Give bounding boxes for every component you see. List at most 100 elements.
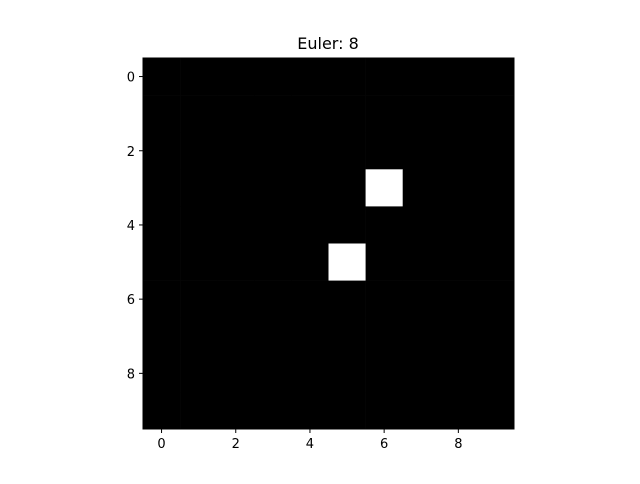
- chart-title: Euler: 8: [297, 34, 359, 53]
- heatmap-cell-r7-c3: [254, 317, 292, 356]
- heatmap-cell-r6-c0: [143, 280, 181, 318]
- heatmap-cell-r8-c7: [402, 354, 441, 393]
- heatmap-cell-r0-c2: [217, 58, 255, 96]
- heatmap-cell-r2-c1: [180, 132, 218, 170]
- heatmap-cell-r6-c1: [180, 280, 218, 318]
- heatmap-cell-r1-c4: [291, 95, 329, 133]
- heatmap-cell-r6-c8: [439, 280, 478, 318]
- heatmap-cell-r3-c6: [365, 169, 403, 207]
- heatmap-cell-r5-c9: [476, 243, 515, 281]
- heatmap-cell-r5-c4: [291, 243, 329, 281]
- x-tick-label-0: 0: [157, 437, 165, 452]
- x-tick-label-3: 6: [380, 437, 388, 452]
- heatmap-cell-r7-c9: [476, 317, 515, 356]
- heatmap-cell-r1-c7: [402, 95, 441, 133]
- heatmap-cell-r3-c3: [254, 169, 292, 207]
- heatmap-cell-r8-c2: [217, 354, 255, 393]
- heatmap-cell-r8-c0: [143, 354, 181, 393]
- heatmap-cell-r7-c4: [291, 317, 329, 356]
- heatmap-cell-r8-c9: [476, 354, 515, 393]
- heatmap-cell-r3-c9: [476, 169, 515, 207]
- heatmap-cell-r0-c5: [328, 58, 366, 96]
- heatmap-cell-r4-c2: [217, 206, 255, 244]
- y-tick-label-0: 0: [127, 71, 135, 86]
- heatmap-cell-r0-c4: [291, 58, 329, 96]
- y-tick-label-3: 6: [127, 293, 135, 308]
- heatmap-cell-r2-c3: [254, 132, 292, 170]
- heatmap-cell-r8-c4: [291, 354, 329, 393]
- heatmap-cell-r7-c6: [365, 317, 403, 356]
- heatmap-cell-r0-c9: [476, 58, 515, 96]
- heatmap-cell-r1-c3: [254, 95, 292, 133]
- heatmap-cell-r5-c1: [180, 243, 218, 281]
- heatmap-cell-r8-c8: [439, 354, 478, 393]
- heatmap-cell-r4-c9: [476, 206, 515, 244]
- heatmap-cell-r1-c1: [180, 95, 218, 133]
- heatmap-cell-r0-c7: [402, 58, 441, 96]
- heatmap-cell-r9-c7: [402, 391, 441, 430]
- heatmap-cell-r9-c5: [328, 391, 366, 430]
- heatmap-cell-r1-c8: [439, 95, 478, 133]
- heatmap-cell-r6-c9: [476, 280, 515, 318]
- plot-frame: [142, 57, 515, 430]
- heatmap-cell-r0-c1: [180, 58, 218, 96]
- heatmap-cell-r3-c7: [402, 169, 441, 207]
- heatmap-cell-r4-c6: [365, 206, 403, 244]
- heatmap-cell-r4-c8: [439, 206, 478, 244]
- heatmap-cell-r0-c6: [365, 58, 403, 96]
- heatmap-cell-r2-c5: [328, 132, 366, 170]
- heatmap-cell-r9-c6: [365, 391, 403, 430]
- heatmap-cell-r3-c0: [143, 169, 181, 207]
- heatmap-cell-r7-c5: [328, 317, 366, 356]
- heatmap-cell-r9-c9: [476, 391, 515, 430]
- heatmap-cell-r6-c2: [217, 280, 255, 318]
- heatmap-cell-r7-c8: [439, 317, 478, 356]
- heatmap-cell-r9-c1: [180, 391, 218, 430]
- heatmap-cell-r6-c4: [291, 280, 329, 318]
- heatmap-cell-r9-c8: [439, 391, 478, 430]
- heatmap-cell-r6-c6: [365, 280, 403, 318]
- heatmap-cells: [143, 58, 515, 430]
- heatmap-cell-r3-c2: [217, 169, 255, 207]
- heatmap-cell-r5-c5: [328, 243, 366, 281]
- heatmap-cell-r3-c1: [180, 169, 218, 207]
- x-tick-label-4: 8: [454, 437, 462, 452]
- heatmap-cell-r7-c1: [180, 317, 218, 356]
- heatmap-cell-r2-c9: [476, 132, 515, 170]
- heatmap-cell-r2-c7: [402, 132, 441, 170]
- heatmap-cell-r3-c5: [328, 169, 366, 207]
- heatmap-cell-r2-c4: [291, 132, 329, 170]
- axes: 0 2 4 6 8 0 2 4 6 8: [127, 57, 515, 452]
- x-tick-label-2: 4: [306, 437, 314, 452]
- heatmap-cell-r4-c1: [180, 206, 218, 244]
- y-tick-label-1: 2: [127, 145, 135, 160]
- heatmap-cell-r7-c7: [402, 317, 441, 356]
- heatmap-cell-r0-c0: [143, 58, 181, 96]
- heatmap-cell-r5-c6: [365, 243, 403, 281]
- heatmap-cell-r2-c2: [217, 132, 255, 170]
- heatmap-cell-r4-c5: [328, 206, 366, 244]
- heatmap-cell-r9-c3: [254, 391, 292, 430]
- heatmap-cell-r8-c3: [254, 354, 292, 393]
- heatmap-cell-r6-c7: [402, 280, 441, 318]
- heatmap-cell-r2-c0: [143, 132, 181, 170]
- heatmap-cell-r5-c8: [439, 243, 478, 281]
- heatmap-cell-r6-c3: [254, 280, 292, 318]
- heatmap-cell-r2-c6: [365, 132, 403, 170]
- y-tick-label-2: 4: [127, 219, 135, 234]
- heatmap-cell-r3-c8: [439, 169, 478, 207]
- heatmap-cell-r4-c0: [143, 206, 181, 244]
- heatmap-cell-r9-c0: [143, 391, 181, 430]
- heatmap-cell-r8-c5: [328, 354, 366, 393]
- heatmap-cell-r9-c2: [217, 391, 255, 430]
- heatmap-cell-r1-c6: [365, 95, 403, 133]
- heatmap-cell-r8-c6: [365, 354, 403, 393]
- heatmap-cell-r7-c0: [143, 317, 181, 356]
- heatmap-cell-r5-c3: [254, 243, 292, 281]
- heatmap-cell-r4-c4: [291, 206, 329, 244]
- x-tick-label-1: 2: [232, 437, 240, 452]
- heatmap-cell-r0-c8: [439, 58, 478, 96]
- heatmap-cell-r1-c9: [476, 95, 515, 133]
- heatmap-cell-r4-c7: [402, 206, 441, 244]
